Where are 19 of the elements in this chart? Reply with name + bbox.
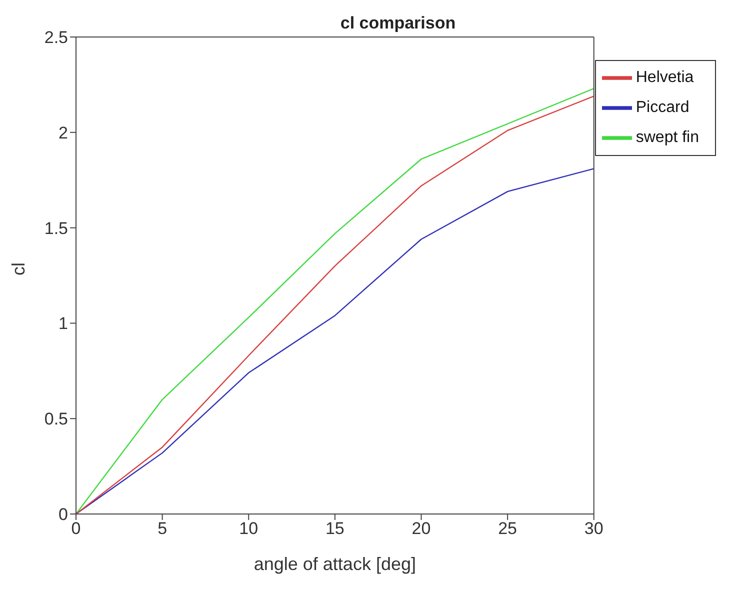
x-tick-label: 10 — [239, 519, 258, 538]
y-tick-label: 1 — [58, 314, 68, 334]
x-tick-label: 25 — [498, 519, 518, 538]
x-tick-label: 15 — [325, 519, 344, 538]
legend-label: Piccard — [636, 99, 690, 116]
y-axis-title: cl — [8, 262, 28, 276]
legend-label: swept fin — [636, 129, 699, 146]
x-tick-label: 5 — [158, 519, 168, 538]
y-tick-label: 2.5 — [44, 28, 68, 48]
x-tick-label: 0 — [71, 519, 81, 538]
y-tick-label: 1.5 — [44, 218, 68, 238]
y-tick-label: 0.5 — [44, 410, 68, 429]
chart-title: cl comparison — [340, 13, 456, 32]
x-tick-label: 20 — [412, 519, 431, 538]
y-tick-label: 2 — [58, 123, 68, 142]
x-tick-label: 30 — [584, 519, 604, 538]
legend-label: Helvetia — [636, 69, 694, 86]
y-tick-label: 0 — [58, 505, 68, 524]
x-axis-title: angle of attack [deg] — [254, 554, 416, 574]
